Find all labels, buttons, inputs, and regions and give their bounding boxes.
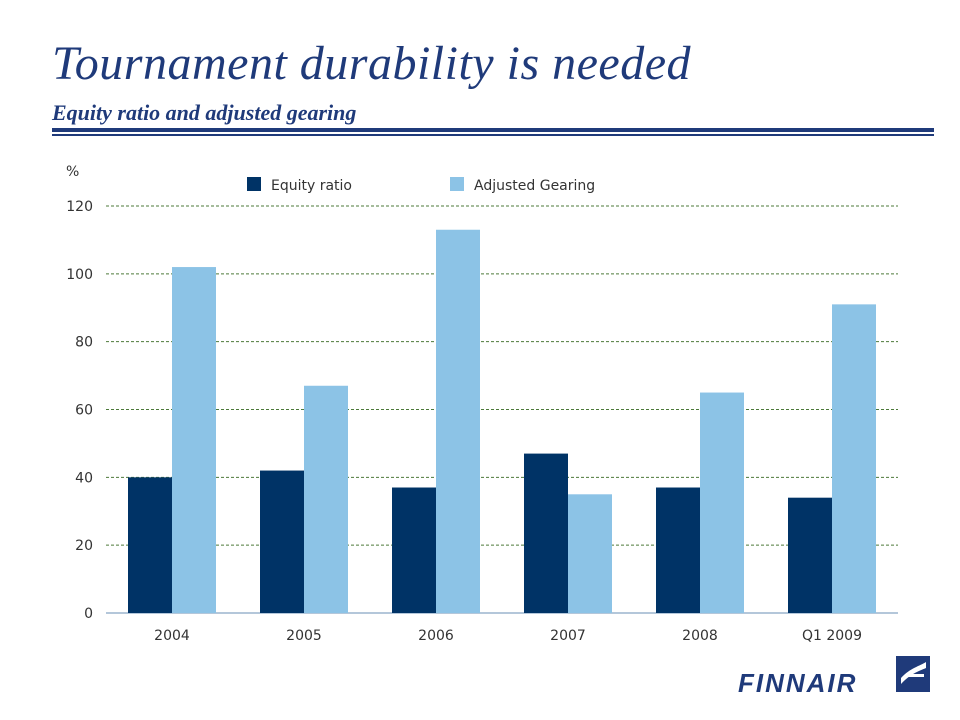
bar-equity-ratio — [128, 477, 172, 613]
x-tick-label: 2005 — [286, 628, 322, 644]
bar-equity-ratio — [524, 453, 568, 613]
y-tick-label: 20 — [75, 538, 93, 554]
finnair-logo: FINNAIR — [738, 654, 938, 704]
y-unit-label: % — [66, 164, 79, 180]
slide-title: Tournament durability is needed — [52, 37, 692, 90]
title-rule-thick — [52, 128, 934, 132]
y-tick-label: 80 — [75, 335, 93, 351]
legend-label: Equity ratio — [271, 178, 352, 194]
bar-adjusted-gearing — [172, 267, 216, 613]
slide-subtitle: Equity ratio and adjusted gearing — [52, 100, 357, 125]
bar-adjusted-gearing — [568, 494, 612, 613]
bar-equity-ratio — [656, 487, 700, 613]
legend-label: Adjusted Gearing — [474, 178, 595, 194]
x-tick-label: 2008 — [682, 628, 718, 644]
x-tick-label: 2006 — [418, 628, 454, 644]
y-tick-label: 40 — [75, 470, 93, 486]
bar-equity-ratio — [788, 497, 832, 613]
bar-equity-ratio — [392, 487, 436, 613]
logo-wordmark: FINNAIR — [738, 668, 857, 698]
bar-adjusted-gearing — [832, 304, 876, 613]
finnair-flag-icon — [896, 656, 930, 692]
y-tick-label: 60 — [75, 403, 93, 419]
legend-swatch — [247, 177, 261, 191]
x-tick-label: 2007 — [550, 628, 586, 644]
title-rule-thin — [52, 134, 934, 136]
bar-equity-ratio — [260, 470, 304, 613]
legend-swatch — [450, 177, 464, 191]
y-tick-label: 120 — [66, 199, 93, 215]
x-tick-label: Q1 2009 — [802, 628, 862, 644]
bar-adjusted-gearing — [304, 385, 348, 613]
y-tick-label: 0 — [84, 606, 93, 622]
y-tick-label: 100 — [66, 267, 93, 283]
bar-adjusted-gearing — [700, 392, 744, 613]
x-tick-label: 2004 — [154, 628, 190, 644]
bar-adjusted-gearing — [436, 229, 480, 613]
